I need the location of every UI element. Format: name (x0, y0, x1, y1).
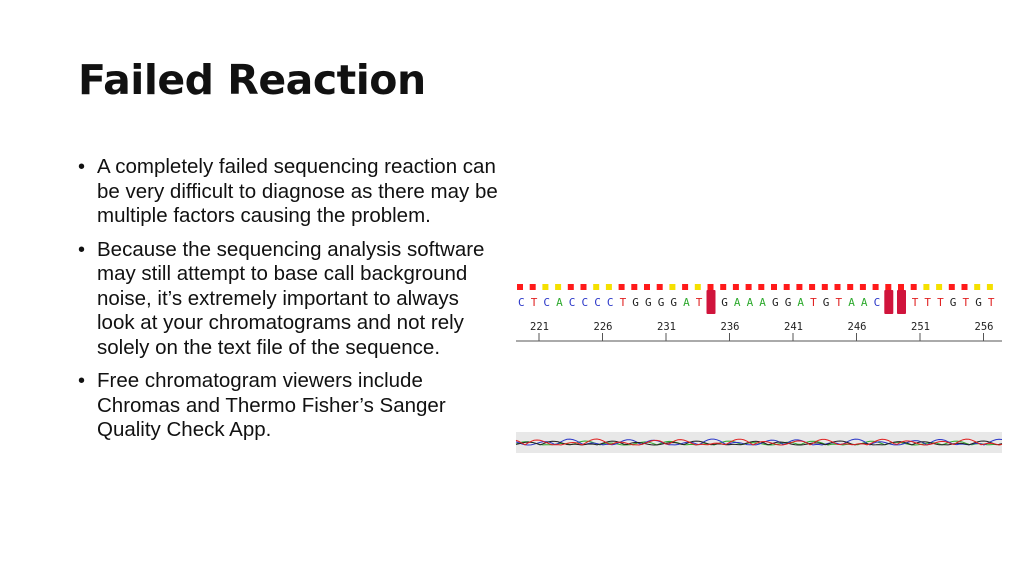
quality-bar (605, 284, 612, 290)
bullet-text: Because the sequencing analysis software… (97, 237, 485, 359)
slide-title: Failed Reaction (78, 56, 426, 104)
base-call: G (975, 296, 982, 309)
base-call: A (797, 296, 804, 309)
quality-bar (732, 284, 739, 290)
bullet-dot: • (78, 238, 86, 261)
position-label: 256 (975, 321, 994, 333)
base-call: A (747, 296, 754, 309)
base-call: T (924, 296, 931, 309)
base-call: C (518, 296, 525, 309)
base-call: A (683, 296, 690, 309)
quality-bar (517, 284, 523, 290)
base-call: G (632, 296, 639, 309)
base-call: G (772, 296, 779, 309)
quality-bar (961, 284, 968, 290)
base-call: C (594, 296, 601, 309)
base-call: T (696, 296, 703, 309)
base-call: C (874, 296, 881, 309)
base-call: A (848, 296, 855, 309)
quality-bar (656, 284, 663, 290)
position-label: 221 (530, 321, 549, 333)
base-call: C (582, 296, 589, 309)
position-label: 246 (848, 321, 867, 333)
quality-bar (542, 284, 549, 290)
base-call: A (861, 296, 868, 309)
position-label: 251 (911, 321, 930, 333)
quality-bar (986, 284, 993, 290)
quality-bar (771, 284, 777, 290)
base-call: T (912, 296, 919, 309)
quality-bar (910, 284, 917, 290)
quality-bar (783, 284, 790, 290)
base-call: T (988, 296, 995, 309)
quality-bar (936, 284, 943, 290)
quality-bar (796, 284, 803, 290)
quality-bar (669, 284, 676, 290)
base-call: G (645, 296, 652, 309)
position-label: 241 (784, 321, 803, 333)
base-call: T (531, 296, 538, 309)
quality-bar (682, 284, 689, 290)
bullet-item: • Because the sequencing analysis softwar… (78, 238, 498, 361)
base-call: T (620, 296, 627, 309)
ambiguous-base-highlight (884, 290, 894, 314)
quality-bar (567, 284, 574, 290)
ambiguous-base-highlight (706, 290, 716, 314)
quality-bar (885, 284, 892, 290)
quality-bar (758, 284, 765, 290)
base-call: A (556, 296, 563, 309)
quality-bar (618, 284, 625, 290)
quality-bar (859, 284, 866, 290)
base-call: T (836, 296, 843, 309)
quality-bar (644, 284, 650, 290)
base-call: T (937, 296, 944, 309)
base-call: T (963, 296, 970, 309)
base-call: G (950, 296, 957, 309)
quality-bar (809, 284, 816, 290)
bullet-list: • A completely failed sequencing reaction… (78, 155, 498, 452)
quality-bar (631, 284, 638, 290)
quality-bar (872, 284, 879, 290)
quality-bar (707, 284, 714, 290)
base-call: C (607, 296, 614, 309)
quality-bar (593, 284, 600, 290)
base-call: G (721, 296, 728, 309)
bullet-item: • A completely failed sequencing reaction… (78, 155, 498, 229)
trace-line (515, 438, 1003, 446)
quality-bar (948, 284, 955, 290)
quality-bar (555, 284, 562, 290)
base-call: G (785, 296, 792, 309)
base-call: C (543, 296, 550, 309)
quality-bar (821, 284, 828, 290)
quality-bar (974, 284, 981, 290)
bullet-dot: • (78, 156, 86, 178)
position-label: 226 (594, 321, 613, 333)
quality-bar (898, 284, 904, 290)
quality-bar (720, 284, 727, 290)
base-call: G (823, 296, 830, 309)
base-call: C (569, 296, 576, 309)
bullet-text: Free chromatogram viewers include Chroma… (97, 369, 446, 441)
quality-bar (580, 284, 587, 290)
bullet-text: A completely failed sequencing reaction … (97, 155, 498, 227)
base-call: A (734, 296, 741, 309)
quality-bar (847, 284, 854, 290)
quality-bar (834, 284, 841, 290)
position-label: 236 (721, 321, 740, 333)
base-call: G (658, 296, 665, 309)
base-call: T (810, 296, 817, 309)
position-label: 231 (657, 321, 676, 333)
quality-bar (529, 284, 536, 290)
bullet-item: • Free chromatogram viewers include Chrom… (78, 369, 498, 443)
quality-bar (694, 284, 701, 290)
quality-bar (745, 284, 752, 290)
base-call: A (759, 296, 766, 309)
base-call: G (670, 296, 677, 309)
quality-bar (923, 284, 930, 290)
trace-line (515, 440, 1003, 446)
bullet-dot: • (78, 370, 86, 392)
chromatogram-figure: C T C A C C C C T G G G G A T G A A A G G A T G T A A C T T T G T G T 221 22… (514, 280, 1004, 460)
ambiguous-base-highlight (897, 290, 906, 314)
